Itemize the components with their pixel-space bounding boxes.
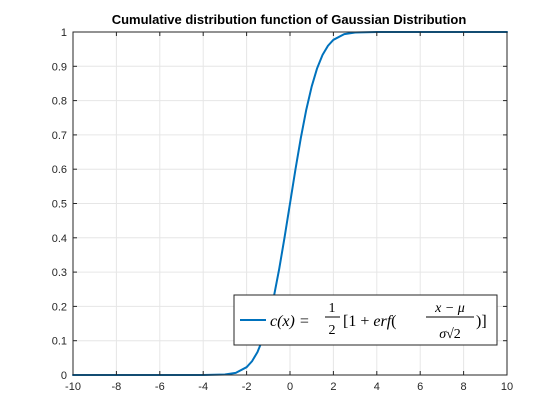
y-tick-label: 0.6 [52, 164, 67, 176]
x-tick-label: 8 [461, 381, 467, 393]
legend-label-lhs: c(x) = [270, 313, 310, 330]
y-tick-label: 0.7 [52, 130, 67, 142]
x-tick-label: 10 [501, 381, 513, 393]
y-tick-label: 0.9 [52, 61, 67, 73]
y-tick-label: 0.1 [52, 336, 67, 348]
legend-label-inner-num: x − μ [434, 301, 465, 316]
y-tick-label: 0.3 [52, 267, 67, 279]
chart-title: Cumulative distribution function of Gaus… [112, 12, 467, 27]
y-tick-label: 1 [61, 27, 67, 39]
legend: c(x) = 1 2 [1 + erf( x − μ σ√2 )] [233, 294, 498, 346]
legend-label-inner-den: σ√2 [439, 327, 461, 342]
x-tick-label: -4 [198, 381, 208, 393]
x-tick-label: 0 [287, 381, 293, 393]
x-tick-label: -2 [242, 381, 252, 393]
x-tick-label: -8 [112, 381, 122, 393]
y-tick-label: 0.5 [52, 199, 67, 211]
x-tick-label: 2 [330, 381, 336, 393]
legend-label-bracket: [1 + erf( [343, 313, 396, 330]
y-tick-labels: 0 0.1 0.2 0.3 0.4 0.5 0.6 0.7 0.8 0.9 1 [52, 27, 67, 382]
legend-label-frac-den: 2 [329, 323, 336, 338]
x-tick-labels: -10 -8 -6 -4 -2 0 2 4 6 8 10 [65, 381, 513, 393]
axis-ticks [72, 31, 508, 376]
y-tick-label: 0 [61, 370, 67, 382]
legend-label-frac-num: 1 [329, 301, 336, 316]
legend-label-close: )] [476, 313, 487, 330]
x-tick-label: 4 [374, 381, 380, 393]
y-tick-label: 0.4 [52, 233, 67, 245]
x-tick-label: -10 [65, 381, 81, 393]
legend-box [233, 294, 498, 346]
x-tick-label: 6 [417, 381, 423, 393]
x-tick-label: -6 [155, 381, 165, 393]
y-tick-label: 0.2 [52, 301, 67, 313]
y-tick-label: 0.8 [52, 96, 67, 108]
